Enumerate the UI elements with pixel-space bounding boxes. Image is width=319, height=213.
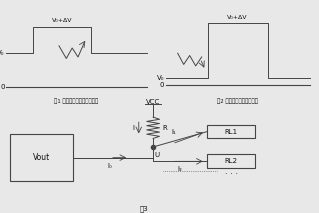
Text: RL1: RL1	[225, 128, 238, 135]
Text: 0: 0	[0, 84, 5, 90]
Text: RL2: RL2	[225, 158, 238, 164]
Text: V₀+ΔV: V₀+ΔV	[227, 15, 248, 20]
Text: I₀: I₀	[108, 163, 112, 169]
Text: R: R	[162, 125, 167, 131]
Text: 图1 上拉电阻上叠加干扰信号: 图1 上拉电阻上叠加干扰信号	[55, 98, 99, 104]
Text: 0: 0	[160, 82, 164, 88]
Bar	[207, 154, 255, 168]
Text: I: I	[132, 125, 134, 131]
Text: Vout: Vout	[33, 153, 50, 162]
Text: V₀: V₀	[0, 50, 5, 56]
Text: V₀+ΔV: V₀+ΔV	[52, 18, 72, 23]
Text: · · ·: · · ·	[225, 170, 238, 179]
Bar	[207, 125, 255, 138]
Text: 图2 下拉电阻叠加干扰信号: 图2 下拉电阻叠加干扰信号	[217, 98, 258, 104]
Bar	[10, 134, 73, 181]
Text: VCC: VCC	[146, 99, 160, 105]
Text: I₁: I₁	[172, 130, 176, 135]
Text: I₂: I₂	[178, 166, 183, 172]
Text: 图3: 图3	[139, 205, 148, 212]
Text: U: U	[155, 152, 160, 158]
Text: V₀: V₀	[157, 75, 164, 81]
